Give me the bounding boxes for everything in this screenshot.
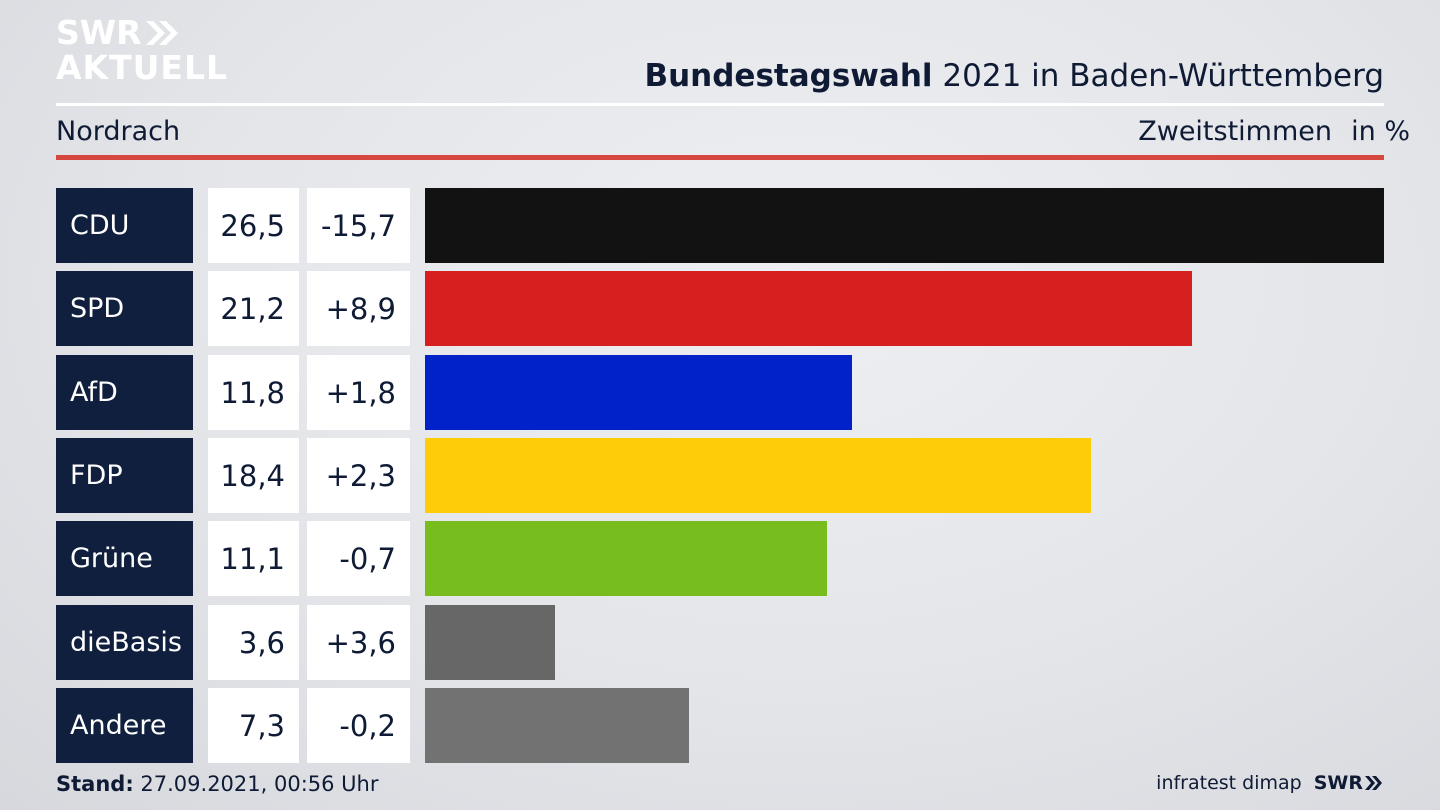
diff-label-gr-ne: -0,7 xyxy=(307,521,410,596)
value-label-andere: 7,3 xyxy=(208,688,299,763)
party-label-cdu: CDU xyxy=(56,188,193,263)
diff-label-spd: +8,9 xyxy=(307,271,410,346)
bar-andere xyxy=(425,688,689,763)
value-label-cdu: 26,5 xyxy=(208,188,299,263)
source-credit: infratest dimap SWR xyxy=(1156,772,1384,794)
diff-label-andere: -0,2 xyxy=(307,688,410,763)
party-label-gr-ne: Grüne xyxy=(56,521,193,596)
stand-value: 27.09.2021, 00:56 Uhr xyxy=(133,772,379,796)
logo-aktuell-text: AKTUELL xyxy=(56,48,229,87)
diff-label-diebasis: +3,6 xyxy=(307,605,410,680)
title-rest: 2021 in Baden-Württemberg xyxy=(932,58,1384,94)
measure-label: Zweitstimmen xyxy=(1138,116,1332,147)
bar-fdp xyxy=(425,438,1091,513)
bar-cdu xyxy=(425,188,1384,263)
value-label-spd: 21,2 xyxy=(208,271,299,346)
title-bold: Bundestagswahl xyxy=(644,58,933,94)
bar-afd xyxy=(425,355,852,430)
bar-gr-ne xyxy=(425,521,827,596)
party-label-fdp: FDP xyxy=(56,438,193,513)
value-label-fdp: 18,4 xyxy=(208,438,299,513)
footer-chevrons-icon xyxy=(1365,776,1382,790)
stand-label: Stand: xyxy=(56,772,134,796)
location-subtitle: Nordrach xyxy=(56,116,181,147)
swr-aktuell-logo: SWR AKTUELL xyxy=(56,16,228,84)
party-label-diebasis: dieBasis xyxy=(56,605,193,680)
party-label-spd: SPD xyxy=(56,271,193,346)
diff-label-afd: +1,8 xyxy=(307,355,410,430)
bar-diebasis xyxy=(425,605,555,680)
footer-swr-text: SWR xyxy=(1313,772,1363,794)
page-title: Bundestagswahl 2021 in Baden-Württemberg xyxy=(644,58,1384,94)
accent-divider xyxy=(56,155,1384,160)
timestamp: Stand: 27.09.2021, 00:56 Uhr xyxy=(56,772,379,796)
value-label-gr-ne: 11,1 xyxy=(208,521,299,596)
party-label-afd: AfD xyxy=(56,355,193,430)
logo-swr-text: SWR xyxy=(56,13,142,52)
footer-swr-logo: SWR xyxy=(1314,772,1384,794)
party-label-andere: Andere xyxy=(56,688,193,763)
source-label: infratest dimap xyxy=(1156,772,1302,794)
unit-label: in % xyxy=(1351,116,1410,147)
diff-label-cdu: -15,7 xyxy=(307,188,410,263)
value-label-afd: 11,8 xyxy=(208,355,299,430)
logo-chevrons-icon xyxy=(145,20,178,45)
value-label-diebasis: 3,6 xyxy=(208,605,299,680)
bar-spd xyxy=(425,271,1192,346)
header-divider xyxy=(56,103,1384,106)
diff-label-fdp: +2,3 xyxy=(307,438,410,513)
